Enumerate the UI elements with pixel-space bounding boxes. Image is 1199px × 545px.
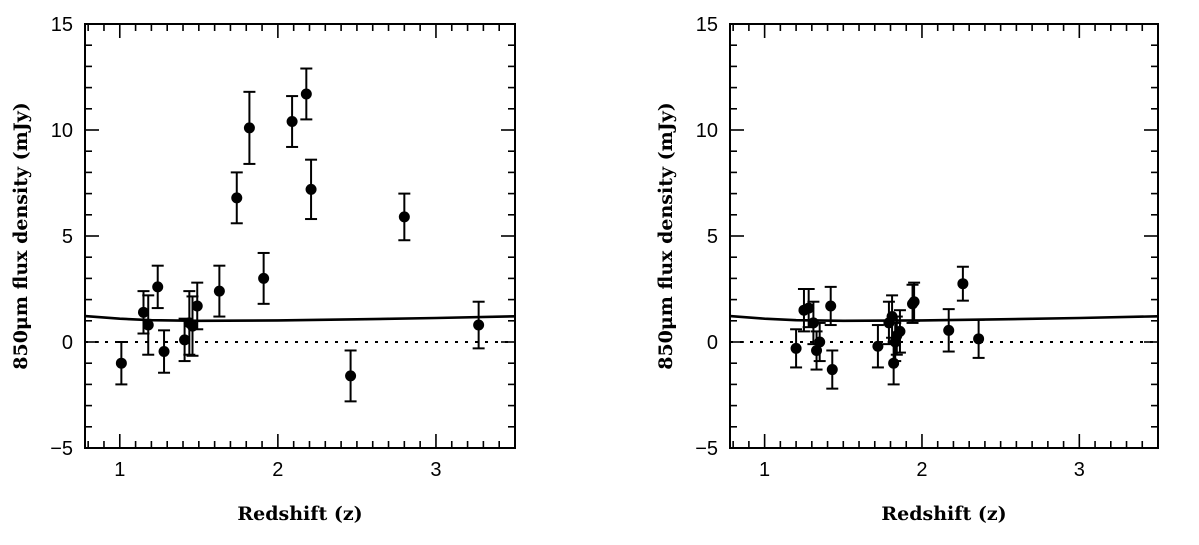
data-point: [243, 122, 255, 134]
data-point: [300, 88, 312, 100]
data-point: [790, 342, 802, 354]
data-point: [142, 319, 154, 331]
model-curve: [84, 314, 516, 323]
y-tick-label: 0: [707, 332, 718, 354]
data-point: [803, 302, 815, 314]
y-tick-label: 5: [62, 226, 73, 248]
data-point: [943, 324, 955, 336]
y-tick-label: −5: [50, 438, 73, 460]
data-point: [826, 364, 838, 376]
data-point: [345, 370, 357, 382]
y-axis-label: 850μm flux density (mJy): [655, 102, 677, 370]
x-tick-label: 1: [114, 459, 125, 481]
data-point: [152, 281, 164, 293]
data-point: [179, 334, 191, 346]
data-point: [973, 333, 985, 345]
x-tick-label: 2: [272, 459, 283, 481]
y-tick-label: 15: [696, 14, 718, 36]
data-point: [894, 325, 906, 337]
data-point: [398, 211, 410, 223]
x-axis-label: Redshift (z): [881, 503, 1006, 525]
data-point: [888, 357, 900, 369]
y-tick-label: 10: [51, 120, 73, 142]
y-tick-label: 5: [707, 226, 718, 248]
data-point: [957, 278, 969, 290]
data-point: [191, 300, 203, 312]
data-point: [473, 319, 485, 331]
x-tick-label: 1: [759, 459, 770, 481]
data-point: [305, 183, 317, 195]
right-panel: 1 2 3 −5 0 5 10 15 Redshift (z) 850μm flux densit…: [655, 14, 1159, 525]
x-tick-label: 2: [916, 459, 927, 481]
y-tick-label: 0: [62, 332, 73, 354]
x-tick-label: 3: [430, 459, 441, 481]
data-point: [137, 306, 149, 318]
data-point: [115, 357, 127, 369]
data-point: [807, 317, 819, 329]
data-point: [908, 296, 920, 308]
data-point: [872, 340, 884, 352]
data-point: [825, 300, 837, 312]
data-point: [258, 272, 270, 284]
y-tick-label: 15: [51, 14, 73, 36]
plot-frame: [729, 23, 1159, 449]
x-axis-label: Redshift (z): [237, 503, 362, 525]
data-point: [213, 285, 225, 297]
y-axis-label: 850μm flux density (mJy): [10, 102, 32, 370]
data-point: [814, 336, 826, 348]
data-point: [231, 192, 243, 204]
left-panel: 1 2 3 −5 0 5 10 15 Redshift (z) 850μm flux densit…: [10, 14, 516, 525]
model-curve: [729, 314, 1159, 323]
y-tick-label: −5: [695, 438, 718, 460]
y-tick-label: 10: [696, 120, 718, 142]
data-point: [286, 116, 298, 128]
x-tick-label: 3: [1074, 459, 1085, 481]
data-point: [158, 346, 170, 358]
plot-frame: [84, 23, 516, 449]
